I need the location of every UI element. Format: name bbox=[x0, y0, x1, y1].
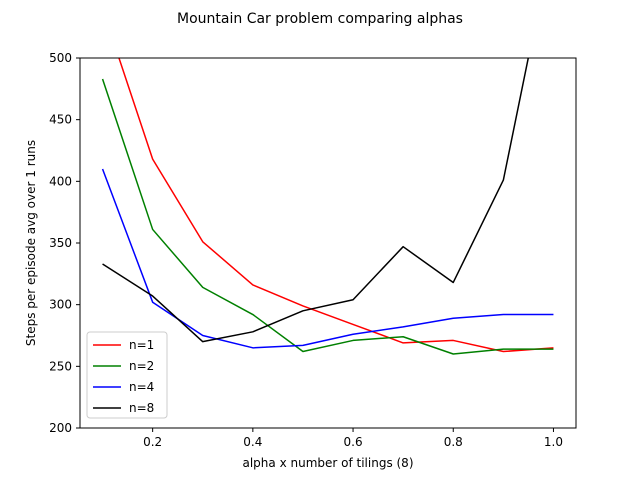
chart-title: Mountain Car problem comparing alphas bbox=[177, 11, 463, 27]
y-axis: 200 250 300 350 400 450 500 bbox=[49, 51, 80, 435]
y-tick-label: 300 bbox=[49, 298, 72, 312]
y-tick-label: 200 bbox=[49, 421, 72, 435]
legend-label: n=8 bbox=[129, 401, 154, 415]
x-tick-label: 0.4 bbox=[243, 435, 262, 449]
legend-label: n=2 bbox=[129, 359, 154, 373]
legend-label: n=4 bbox=[129, 380, 154, 394]
y-tick-label: 400 bbox=[49, 174, 72, 188]
y-tick-label: 500 bbox=[49, 51, 72, 65]
plot-lines bbox=[101, 58, 554, 355]
x-tick-label: 1.0 bbox=[544, 435, 563, 449]
y-axis-label: Steps per episode avg over 1 runs bbox=[24, 140, 38, 346]
series-line-n2 bbox=[101, 78, 554, 355]
x-axis-label: alpha x number of tilings (8) bbox=[242, 456, 413, 470]
series-line-n1 bbox=[118, 58, 554, 353]
legend: n=1 n=2 n=4 n=8 bbox=[86, 331, 168, 419]
y-tick-label: 450 bbox=[49, 113, 72, 127]
y-tick-label: 350 bbox=[49, 236, 72, 250]
x-tick-label: 0.8 bbox=[444, 435, 463, 449]
legend-box bbox=[86, 331, 168, 419]
series-line-n8 bbox=[102, 58, 530, 343]
x-tick-label: 0.2 bbox=[143, 435, 162, 449]
y-tick-label: 250 bbox=[49, 359, 72, 373]
x-tick-label: 0.6 bbox=[344, 435, 363, 449]
legend-label: n=1 bbox=[129, 338, 154, 352]
x-axis: 0.2 0.4 0.6 0.8 1.0 bbox=[143, 428, 563, 449]
